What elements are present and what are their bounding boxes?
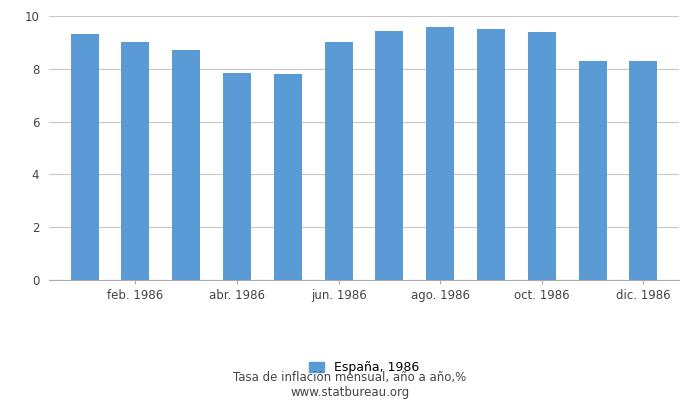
Bar <box>325 42 353 280</box>
Text: www.statbureau.org: www.statbureau.org <box>290 386 410 399</box>
Bar <box>274 74 302 280</box>
Bar <box>528 32 556 280</box>
Bar <box>71 34 99 280</box>
Bar <box>579 61 607 280</box>
Bar <box>375 30 403 280</box>
Text: Tasa de inflación mensual, año a año,%: Tasa de inflación mensual, año a año,% <box>233 372 467 384</box>
Bar <box>629 61 657 280</box>
Bar <box>172 50 200 280</box>
Bar <box>121 42 149 280</box>
Legend: España, 1986: España, 1986 <box>309 361 419 374</box>
Bar <box>223 73 251 280</box>
Bar <box>477 29 505 280</box>
Bar <box>426 26 454 280</box>
